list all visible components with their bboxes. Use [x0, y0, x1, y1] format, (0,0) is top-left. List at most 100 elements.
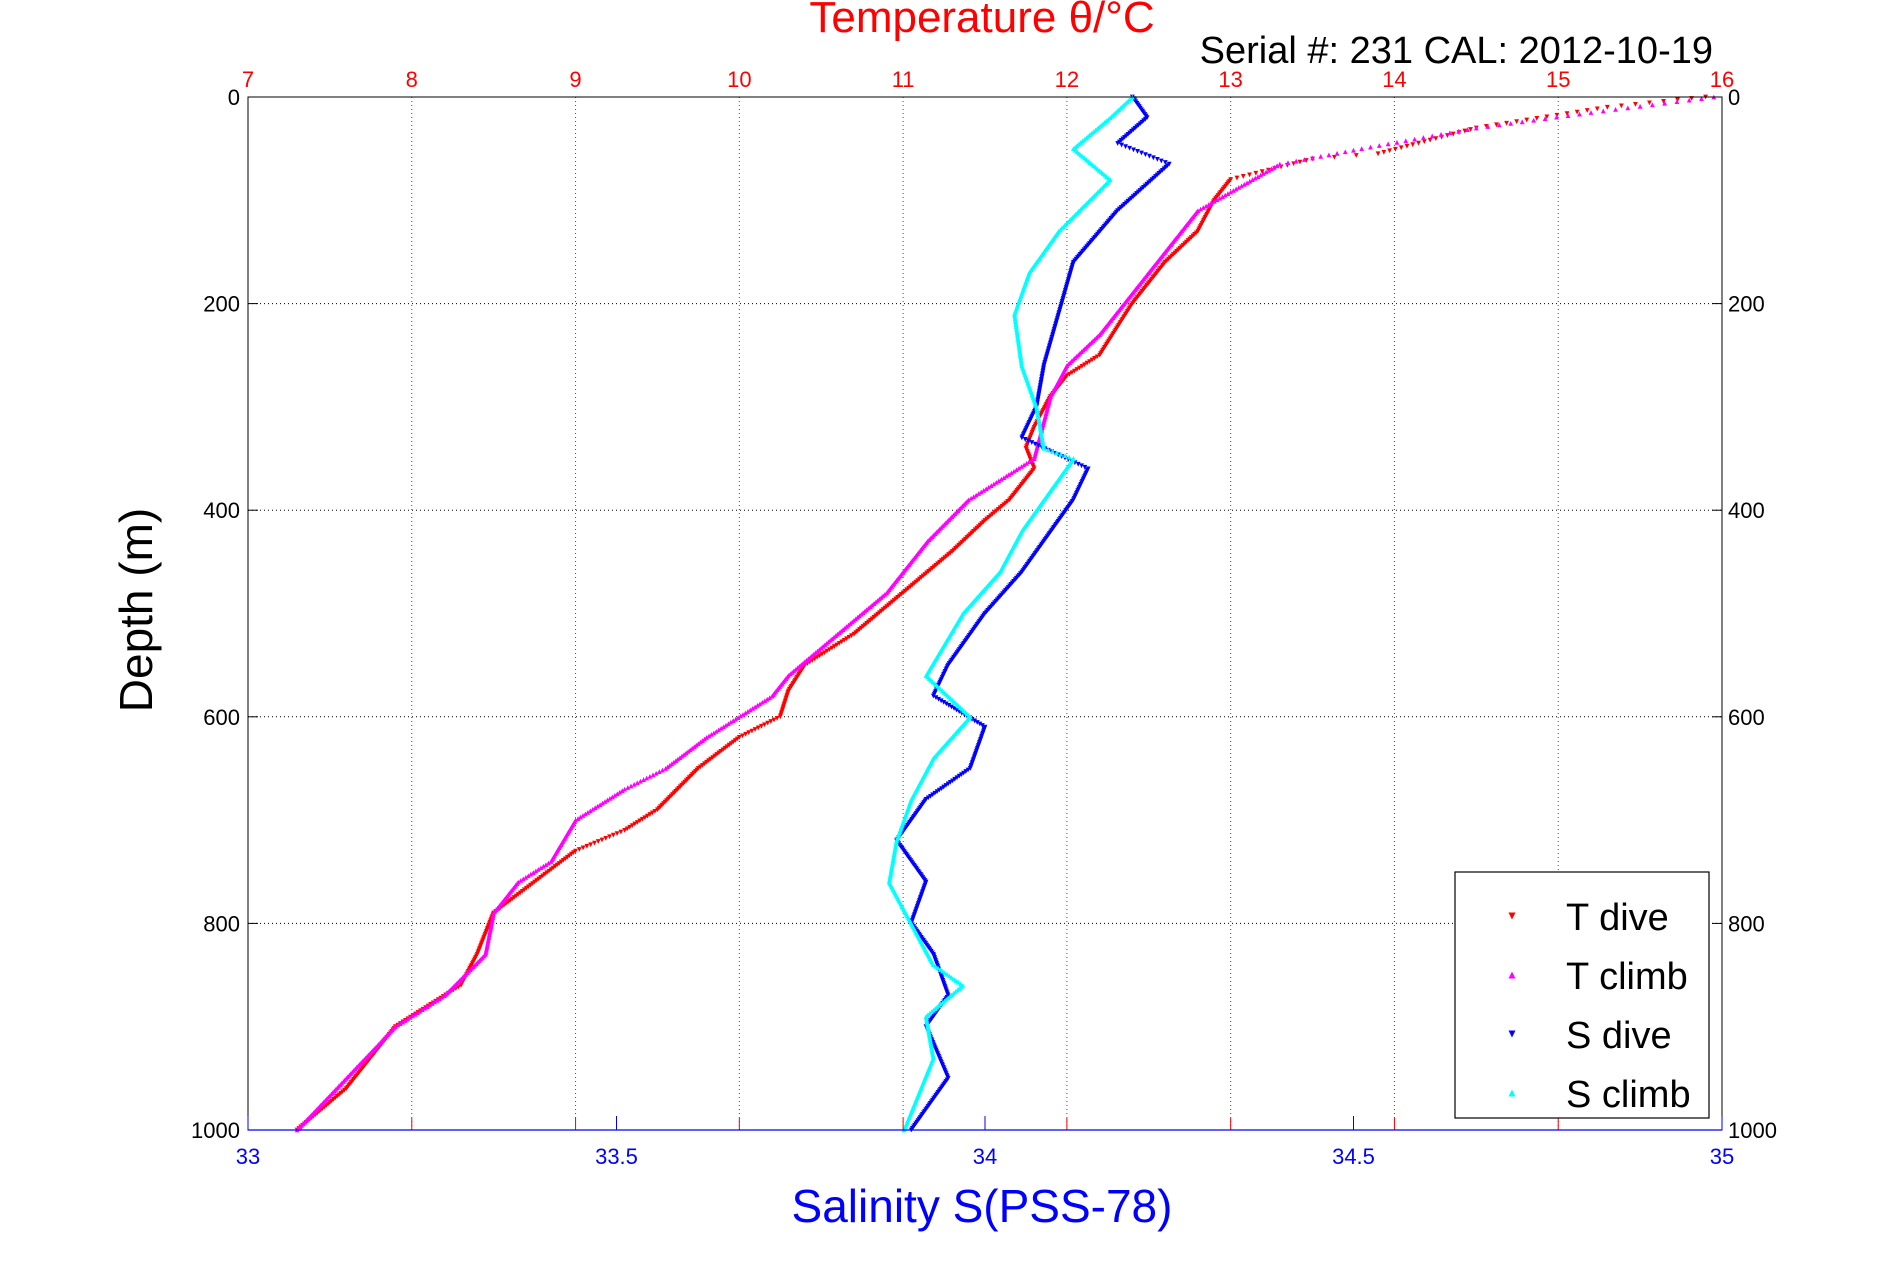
data-point — [517, 890, 523, 896]
data-point — [576, 847, 582, 852]
data-point — [548, 867, 554, 873]
data-point — [1447, 130, 1453, 136]
data-point — [1079, 363, 1085, 369]
data-point — [965, 767, 971, 773]
data-point — [831, 644, 837, 649]
data-point — [1331, 154, 1337, 160]
data-point — [1211, 198, 1217, 204]
data-point — [1504, 120, 1509, 126]
depth-tick-label: 0 — [228, 85, 240, 110]
data-point — [432, 999, 438, 1005]
data-point — [1089, 357, 1095, 363]
data-point — [599, 837, 605, 843]
data-point — [585, 809, 591, 815]
data-point — [968, 495, 974, 501]
data-point — [1310, 155, 1315, 161]
data-point — [1119, 142, 1125, 148]
data-point — [1045, 447, 1051, 453]
data-point — [714, 752, 720, 757]
data-point — [622, 828, 628, 833]
depth-tick-label-right: 600 — [1728, 705, 1765, 730]
data-point — [536, 876, 542, 882]
data-point — [934, 789, 940, 795]
data-point — [540, 873, 546, 879]
chart-subtitle: Serial #: 231 CAL: 2012-10-19 — [1200, 30, 1713, 72]
data-point — [1247, 172, 1252, 178]
data-point — [1024, 460, 1029, 466]
data-point — [925, 795, 931, 801]
data-point — [1342, 149, 1348, 155]
data-point — [558, 859, 564, 865]
data-point — [442, 993, 447, 999]
data-point — [544, 870, 550, 876]
data-point — [710, 755, 716, 761]
data-point — [595, 839, 601, 844]
data-point — [718, 749, 724, 754]
data-point — [951, 706, 957, 711]
data-point — [1019, 464, 1024, 469]
data-point — [1019, 435, 1025, 441]
data-point — [571, 850, 576, 856]
data-point — [723, 722, 729, 728]
data-point — [1271, 164, 1277, 170]
data-point — [752, 727, 758, 732]
data-point — [846, 634, 852, 640]
data-point — [1351, 147, 1356, 153]
data-point — [395, 1022, 401, 1028]
data-point — [607, 796, 613, 801]
data-point — [562, 856, 568, 862]
data-point — [849, 633, 854, 639]
data-point — [1066, 454, 1072, 460]
data-point — [716, 750, 722, 756]
data-point — [743, 731, 749, 737]
data-point — [722, 745, 728, 751]
depth-tick-label-right: 0 — [1728, 85, 1740, 110]
data-point — [590, 806, 596, 812]
data-point — [1269, 166, 1275, 172]
data-point — [1375, 151, 1381, 157]
data-point — [556, 861, 562, 866]
data-point — [554, 862, 560, 868]
data-point — [946, 703, 952, 708]
data-point — [582, 811, 588, 817]
data-point — [730, 739, 736, 745]
series-s-dive — [894, 94, 1172, 1133]
data-point — [1077, 365, 1082, 371]
data-point — [546, 860, 551, 866]
data-point — [844, 636, 850, 642]
y-axis-label: Depth (m) — [110, 508, 162, 712]
data-point — [412, 1011, 418, 1017]
data-point — [1674, 99, 1680, 105]
data-point — [746, 730, 752, 736]
data-point — [548, 859, 554, 864]
data-point — [511, 895, 517, 900]
data-point — [724, 744, 730, 750]
data-point — [1473, 125, 1479, 131]
data-point — [533, 868, 539, 874]
data-point — [528, 871, 534, 877]
data-point — [644, 775, 650, 781]
data-point — [573, 848, 578, 854]
temperature-tick-label: 13 — [1218, 67, 1242, 92]
legend-label: S dive — [1566, 1015, 1672, 1057]
data-point — [509, 896, 515, 902]
data-point — [634, 820, 640, 825]
data-point — [1139, 150, 1144, 156]
chart-title: Temperature θ/°C — [809, 0, 1154, 42]
data-point — [407, 1015, 413, 1020]
data-point — [1637, 103, 1643, 109]
data-point — [734, 736, 740, 742]
data-point — [1686, 97, 1692, 103]
data-point — [521, 887, 527, 893]
legend-box — [1454, 871, 1710, 1119]
data-point — [827, 647, 832, 653]
data-series — [294, 94, 1717, 1133]
data-point — [1220, 194, 1225, 200]
data-point — [764, 696, 770, 702]
data-point — [638, 778, 643, 784]
depth-tick-label: 600 — [203, 705, 240, 730]
data-point — [941, 784, 947, 790]
data-point — [822, 650, 827, 656]
data-point — [1209, 200, 1214, 206]
